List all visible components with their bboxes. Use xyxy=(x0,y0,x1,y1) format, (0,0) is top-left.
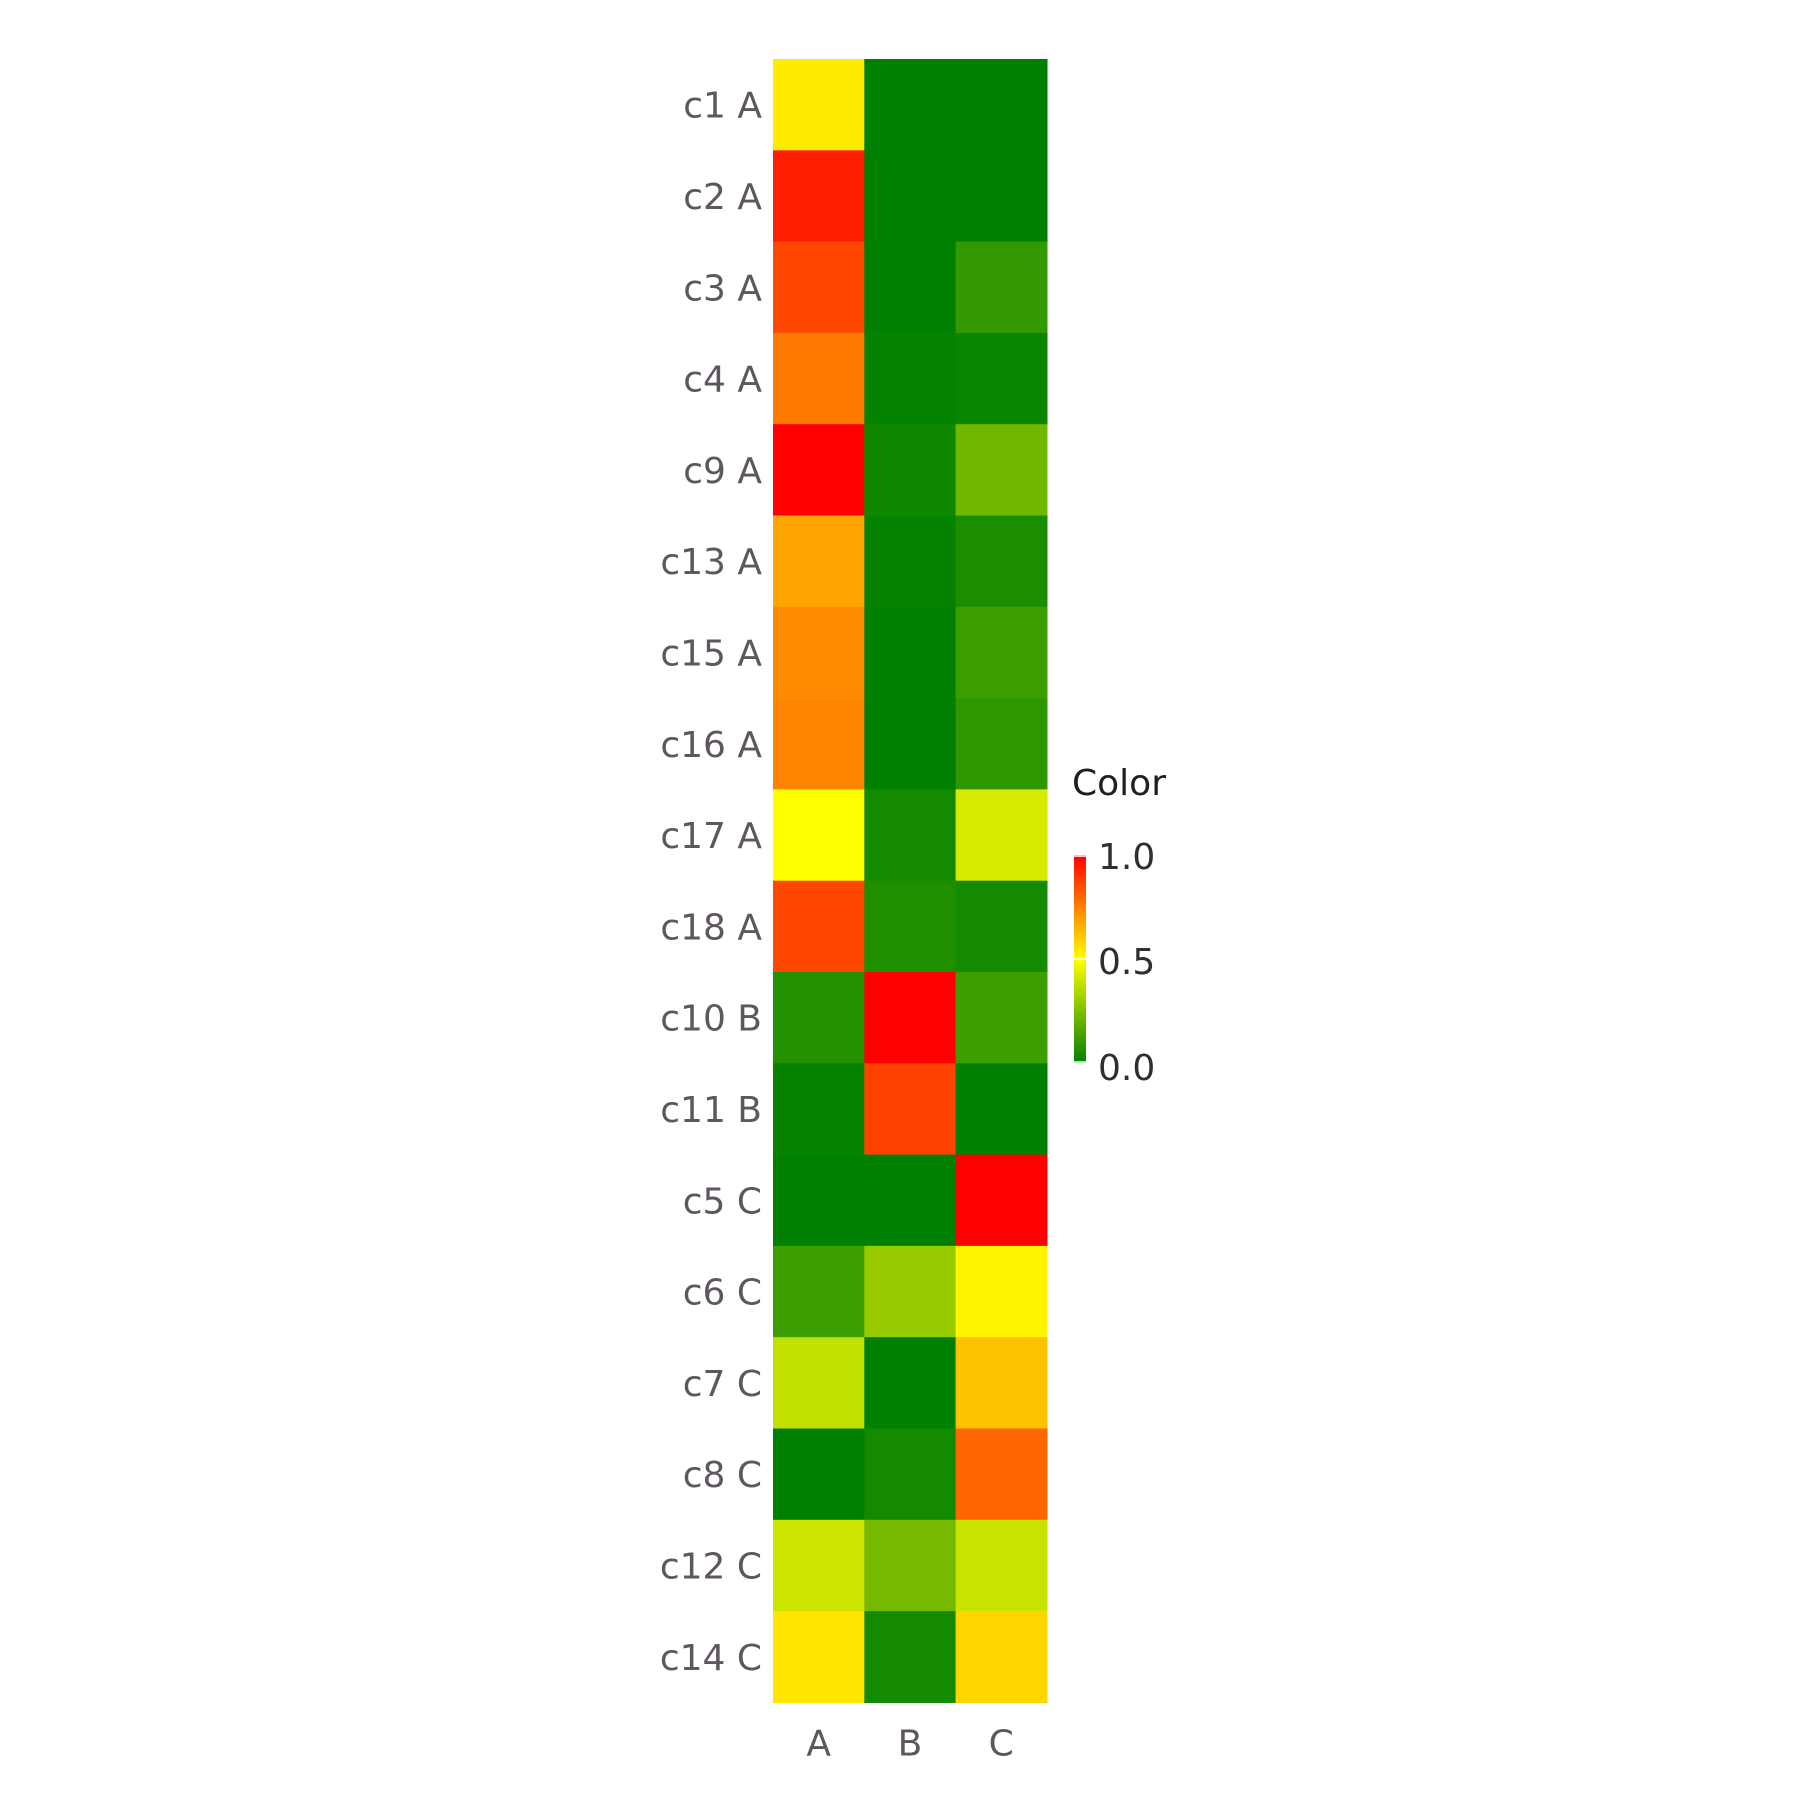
heatmap-cell xyxy=(864,1428,957,1521)
heatmap-cell xyxy=(864,1154,957,1247)
row-tick-label: c9 A xyxy=(683,451,762,492)
row-tick-label: c8 C xyxy=(683,1455,762,1496)
heatmap-cell xyxy=(955,1611,1048,1703)
heatmap-cell xyxy=(773,1519,865,1612)
heatmap-cell xyxy=(864,606,957,699)
legend-title: Color xyxy=(1072,763,1166,804)
heatmap-cell xyxy=(773,515,865,608)
heatmap-cell xyxy=(955,515,1048,608)
heatmap-cell xyxy=(864,1337,957,1430)
heatmap-cell xyxy=(864,880,957,973)
heatmap-cell xyxy=(955,59,1048,151)
color-legend: Color 1.0 0.5 0.0 xyxy=(1072,763,1166,1089)
heatmap-cell xyxy=(864,972,957,1064)
row-tick-label: c7 C xyxy=(683,1364,762,1405)
column-tick-label: C xyxy=(989,1723,1014,1764)
row-tick-label: c2 A xyxy=(683,177,762,218)
heatmap-cell xyxy=(773,789,865,882)
row-tick-labels: c1 A c2 A c3 A c4 A c9 A c13 A c15 A c16 A c17 A… xyxy=(660,86,763,1679)
row-tick-label: c12 C xyxy=(660,1546,762,1587)
legend-tick-mid: 0.5 xyxy=(1098,942,1155,983)
heatmap-cell xyxy=(773,698,865,790)
row-tick-label: c4 A xyxy=(683,360,762,401)
column-tick-label: A xyxy=(806,1723,831,1764)
heatmap-cell xyxy=(773,1611,865,1703)
heatmap-cell xyxy=(864,150,957,243)
heatmap-cell xyxy=(864,1063,957,1156)
column-tick-labels: A B C xyxy=(806,1723,1013,1764)
row-tick-label: c5 C xyxy=(683,1181,762,1222)
row-tick-label: c3 A xyxy=(683,268,762,309)
heatmap-cell xyxy=(864,59,957,151)
heatmap-cells xyxy=(773,59,1048,1703)
column-tick-label: B xyxy=(898,1723,923,1764)
legend-tick-low: 0.0 xyxy=(1098,1048,1155,1089)
heatmap-cell xyxy=(955,1519,1048,1612)
heatmap-cell xyxy=(864,332,957,425)
heatmap-cell xyxy=(773,1245,865,1338)
row-tick-label: c15 A xyxy=(660,633,762,674)
heatmap-cell xyxy=(773,606,865,699)
heatmap-cell xyxy=(864,789,957,882)
heatmap-cell xyxy=(955,424,1048,517)
heatmap-cell xyxy=(773,241,865,334)
heatmap-cell xyxy=(773,1154,865,1247)
heatmap-cell xyxy=(955,972,1048,1064)
row-tick-label: c14 C xyxy=(660,1638,762,1679)
heatmap-cell xyxy=(773,880,865,973)
heatmap-cell xyxy=(864,1245,957,1338)
heatmap-cell xyxy=(864,698,957,790)
row-tick-label: c1 A xyxy=(683,86,762,127)
row-tick-label: c16 A xyxy=(660,725,762,766)
heatmap-cell xyxy=(773,59,865,151)
heatmap-cell xyxy=(773,150,865,243)
heatmap-cell xyxy=(864,241,957,334)
heatmap-cell xyxy=(955,698,1048,790)
heatmap-cell xyxy=(773,1063,865,1156)
row-tick-label: c18 A xyxy=(660,907,762,948)
heatmap-cell xyxy=(864,1611,957,1703)
heatmap-cell xyxy=(955,1063,1048,1156)
heatmap-cell xyxy=(955,789,1048,882)
heatmap-cell xyxy=(955,241,1048,334)
heatmap-cell xyxy=(773,332,865,425)
heatmap-cell xyxy=(955,1245,1048,1338)
row-tick-label: c13 A xyxy=(660,542,762,583)
heatmap-cell xyxy=(955,332,1048,425)
heatmap-cell xyxy=(955,880,1048,973)
row-tick-label: c10 B xyxy=(660,999,762,1040)
heatmap-cell xyxy=(773,1337,865,1430)
row-tick-label: c11 B xyxy=(660,1090,762,1131)
row-tick-label: c17 A xyxy=(660,816,762,857)
heatmap-cell xyxy=(955,606,1048,699)
heatmap-cell xyxy=(864,1519,957,1612)
heatmap-cell xyxy=(955,1337,1048,1430)
legend-tick-high: 1.0 xyxy=(1098,837,1155,878)
heatmap-cell xyxy=(955,150,1048,243)
heatmap-cell xyxy=(955,1154,1048,1247)
heatmap-cell xyxy=(773,424,865,517)
heatmap-cell xyxy=(773,1428,865,1521)
heatmap-cell xyxy=(864,515,957,608)
heatmap-cell xyxy=(864,424,957,517)
row-tick-label: c6 C xyxy=(683,1273,762,1314)
heatmap-cell xyxy=(955,1428,1048,1521)
heatmap-cell xyxy=(773,972,865,1064)
